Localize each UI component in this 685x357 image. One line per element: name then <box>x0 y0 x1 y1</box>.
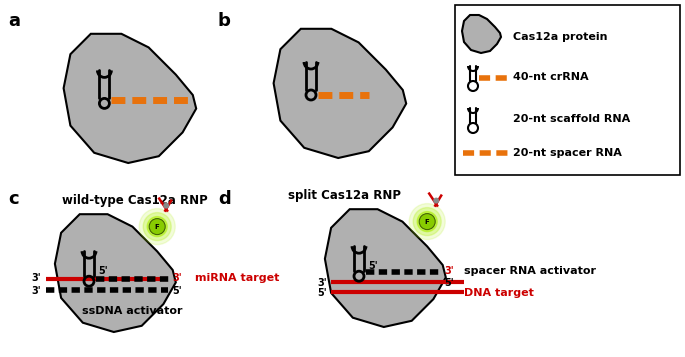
Text: 5': 5' <box>98 266 108 276</box>
Text: F: F <box>425 218 429 225</box>
Text: c: c <box>8 190 18 208</box>
Text: wild-type Cas12a RNP: wild-type Cas12a RNP <box>62 193 208 207</box>
Text: Cas12a protein: Cas12a protein <box>513 32 608 42</box>
Text: 3': 3' <box>31 273 40 283</box>
Text: 3': 3' <box>173 273 182 283</box>
Polygon shape <box>462 15 501 53</box>
Text: 5': 5' <box>317 288 327 298</box>
Text: 5': 5' <box>444 278 453 288</box>
Polygon shape <box>55 214 176 332</box>
Polygon shape <box>64 34 196 163</box>
Text: split Cas12a RNP: split Cas12a RNP <box>288 188 401 202</box>
Circle shape <box>413 208 441 236</box>
Polygon shape <box>273 29 406 158</box>
Text: 3': 3' <box>317 278 327 288</box>
Text: spacer RNA activator: spacer RNA activator <box>464 266 596 276</box>
Circle shape <box>139 208 175 245</box>
Text: 20-nt spacer RNA: 20-nt spacer RNA <box>513 148 622 158</box>
Polygon shape <box>325 209 446 327</box>
Circle shape <box>409 203 445 240</box>
Circle shape <box>419 213 435 230</box>
Circle shape <box>163 203 169 208</box>
Text: ssDNA activator: ssDNA activator <box>82 306 183 316</box>
Text: DNA target: DNA target <box>464 288 534 298</box>
Circle shape <box>433 198 439 203</box>
Text: b: b <box>218 12 231 30</box>
Text: 5': 5' <box>368 261 377 271</box>
Text: 20-nt scaffold RNA: 20-nt scaffold RNA <box>513 114 630 124</box>
Text: a: a <box>8 12 20 30</box>
Circle shape <box>147 217 167 237</box>
Circle shape <box>143 213 171 241</box>
Text: 3': 3' <box>31 286 40 296</box>
Text: 5': 5' <box>173 286 182 296</box>
Text: 40-nt crRNA: 40-nt crRNA <box>513 72 588 82</box>
Text: d: d <box>218 190 231 208</box>
Text: 3': 3' <box>444 266 453 276</box>
Circle shape <box>417 212 437 232</box>
FancyBboxPatch shape <box>455 5 680 175</box>
Text: F: F <box>155 223 160 230</box>
Text: miRNA target: miRNA target <box>195 273 279 283</box>
Circle shape <box>149 218 165 235</box>
